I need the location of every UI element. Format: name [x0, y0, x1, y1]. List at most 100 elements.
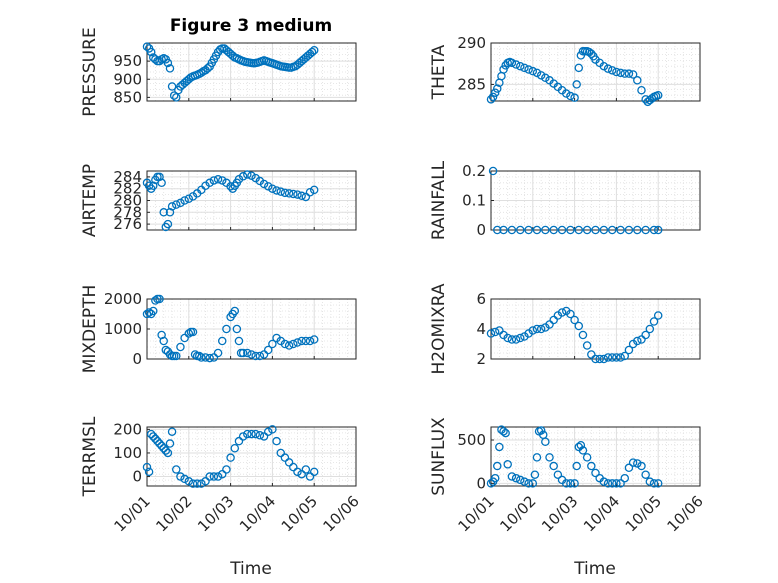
- data-point: [276, 448, 286, 458]
- y-tick-label: 280: [113, 192, 142, 210]
- data-point: [268, 425, 277, 434]
- figure-title: Figure 3 medium: [170, 16, 332, 36]
- data-point: [272, 186, 281, 195]
- data-point: [309, 185, 319, 195]
- y-tick-label: 100: [113, 444, 142, 462]
- data-point: [653, 225, 663, 235]
- data-point: [566, 479, 575, 488]
- data-point: [486, 479, 496, 488]
- data-point: [167, 202, 177, 211]
- data-point: [570, 93, 579, 102]
- data-point: [624, 345, 634, 355]
- data-point: [163, 448, 173, 458]
- y-axis-label: THETA: [429, 44, 449, 100]
- y-tick-label: 200: [113, 420, 142, 438]
- data-point: [165, 350, 175, 359]
- axes-frame: [146, 426, 357, 487]
- data-point: [151, 296, 160, 305]
- data-point: [309, 467, 319, 477]
- data-point: [628, 458, 638, 467]
- y-tick-label: 6: [476, 290, 486, 308]
- data-point: [226, 182, 235, 191]
- data-point: [570, 315, 579, 325]
- data-point: [238, 172, 248, 181]
- data-point: [653, 479, 663, 488]
- data-point: [545, 453, 554, 462]
- data-point: [205, 178, 214, 188]
- data-point: [238, 348, 248, 358]
- y-tick-label: 4: [476, 320, 486, 338]
- data-point: [217, 176, 227, 185]
- data-point: [159, 443, 168, 453]
- data-point: [499, 427, 508, 436]
- data-point: [213, 348, 223, 358]
- y-tick-label: 900: [113, 70, 142, 88]
- data-point: [624, 69, 634, 78]
- data-point: [607, 479, 617, 488]
- x-axis-label-right: Time: [573, 559, 616, 579]
- data-point: [243, 348, 252, 358]
- data-point: [536, 71, 546, 80]
- data-point: [490, 473, 500, 483]
- panel-right-2: 0 0.1 0.2 RAINFALL: [429, 160, 701, 240]
- y-tick-label: 284: [113, 168, 142, 186]
- data-point: [289, 339, 298, 349]
- data-point: [616, 68, 625, 78]
- data-point: [184, 477, 194, 486]
- data-point: [499, 225, 508, 235]
- data-point: [516, 333, 525, 343]
- data-point: [574, 63, 584, 73]
- data-point: [499, 65, 508, 74]
- data-point: [641, 225, 650, 235]
- data-point: [566, 91, 575, 101]
- y-tick-label: 282: [113, 180, 142, 198]
- data-point: [289, 462, 298, 472]
- data-point: [528, 326, 538, 335]
- y-tick-label: 850: [113, 88, 142, 106]
- data-point: [188, 479, 198, 488]
- data-point: [591, 225, 600, 235]
- data-point: [493, 461, 502, 471]
- data-point: [511, 60, 521, 69]
- data-point: [541, 437, 550, 446]
- data-point: [507, 225, 517, 235]
- data-point: [142, 462, 152, 472]
- data-point: [607, 353, 617, 362]
- data-point: [153, 436, 162, 446]
- data-point: [213, 175, 223, 184]
- data-point: [582, 453, 592, 462]
- y-tick-label: 0.2: [462, 162, 486, 180]
- panel-right-4: 0 500 SUNFLUX: [429, 417, 701, 496]
- data-point: [649, 317, 659, 326]
- data-point: [587, 350, 596, 359]
- data-point: [309, 335, 319, 344]
- x-axis-label-left: Time: [229, 559, 272, 579]
- y-axis-label: H2OMIXRA: [429, 283, 449, 374]
- data-point: [243, 170, 252, 179]
- data-point: [536, 426, 546, 435]
- data-point: [284, 458, 294, 467]
- y-tick-label: 2: [476, 350, 486, 368]
- panel-right-1: 285 290 THETA: [429, 34, 701, 107]
- data-point: [612, 479, 621, 488]
- data-point: [192, 479, 202, 488]
- data-point: [553, 470, 563, 479]
- data-point: [234, 336, 244, 346]
- y-tick-label: 500: [457, 431, 486, 449]
- data-point: [645, 477, 655, 486]
- data-point: [297, 336, 306, 346]
- data-point: [165, 439, 175, 448]
- data-point: [490, 88, 500, 97]
- data-point: [155, 172, 164, 182]
- data-point: [532, 324, 542, 334]
- axes-frame: [490, 426, 701, 487]
- data-point: [144, 308, 154, 317]
- data-point: [149, 306, 158, 316]
- data-point: [255, 351, 265, 361]
- y-axis-label: TERRMSL: [80, 416, 100, 497]
- data-point: [637, 335, 646, 344]
- y-axis-label: PRESSURE: [80, 27, 100, 116]
- data-point: [516, 225, 525, 235]
